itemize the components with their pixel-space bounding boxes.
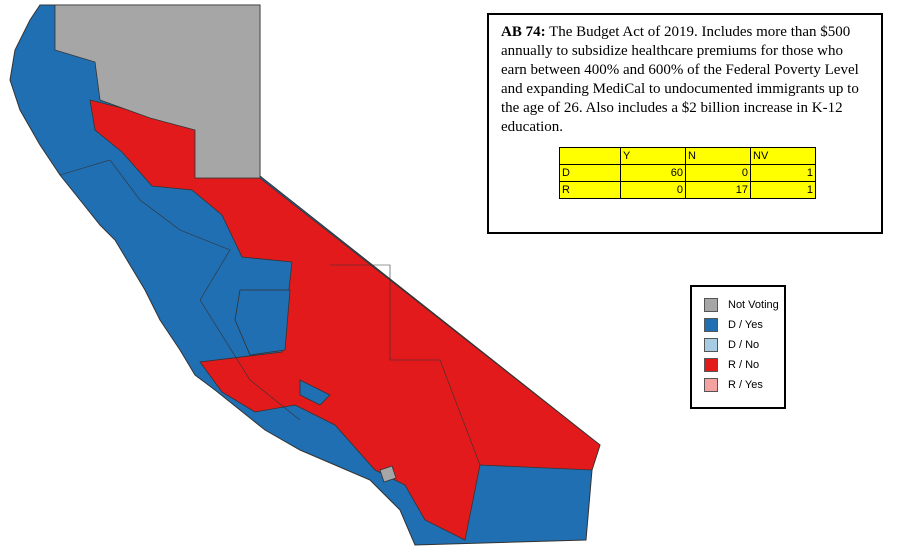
vote-count: 1 <box>750 181 816 199</box>
legend-label: R / No <box>728 359 760 371</box>
legend-swatch <box>704 338 718 352</box>
vote-count: 60 <box>620 164 686 182</box>
legend-entry: Not Voting <box>704 295 784 315</box>
legend-swatch <box>704 358 718 372</box>
table-row: R 0 17 1 <box>559 181 816 199</box>
legend-label: D / Yes <box>728 319 763 331</box>
vote-count: 1 <box>750 164 816 182</box>
bill-text: The Budget Act of 2019. Includes more th… <box>501 24 859 135</box>
state-region <box>54 4 261 179</box>
legend-swatch <box>704 378 718 392</box>
legend-label: D / No <box>728 339 760 351</box>
state-region <box>89 99 601 541</box>
vote-table: Y N NV D 60 0 1 R 0 17 1 <box>559 147 816 199</box>
district-map <box>9 4 601 546</box>
state-region <box>379 465 397 483</box>
district-border <box>330 264 481 466</box>
legend-entry: R / Yes <box>704 375 784 395</box>
legend-entry: D / No <box>704 335 784 355</box>
bill-id: AB 74: <box>501 24 546 40</box>
column-header: NV <box>750 147 816 165</box>
column-header: N <box>685 147 751 165</box>
party-label: R <box>559 181 621 199</box>
district-border <box>59 159 301 421</box>
bill-description: AB 74: The Budget Act of 2019. Includes … <box>501 23 869 137</box>
vote-count: 0 <box>685 164 751 182</box>
vote-count: 0 <box>620 181 686 199</box>
vote-count: 17 <box>685 181 751 199</box>
table-header-row: Y N NV <box>559 147 816 165</box>
table-row: D 60 0 1 <box>559 164 816 182</box>
legend: Not Voting D / Yes D / No R / No R / Yes <box>690 285 786 409</box>
legend-entry: R / No <box>704 355 784 375</box>
table-corner <box>559 147 621 165</box>
legend-label: Not Voting <box>728 299 779 311</box>
state-region <box>299 379 331 406</box>
party-label: D <box>559 164 621 182</box>
column-header: Y <box>620 147 686 165</box>
legend-label: R / Yes <box>728 379 763 391</box>
legend-swatch <box>704 298 718 312</box>
bill-info-box: AB 74: The Budget Act of 2019. Includes … <box>487 13 883 234</box>
legend-swatch <box>704 318 718 332</box>
state-region <box>234 289 291 356</box>
legend-entry: D / Yes <box>704 315 784 335</box>
